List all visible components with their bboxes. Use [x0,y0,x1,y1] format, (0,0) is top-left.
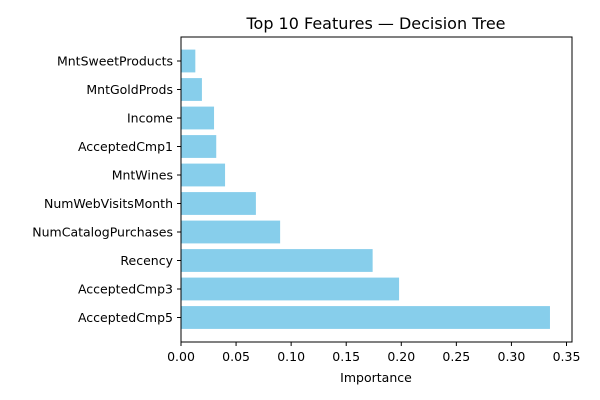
x-tick-label: 0.20 [387,349,415,364]
bar-mntgoldprods [181,78,202,101]
bar-numwebvisitsmonth [181,192,256,215]
bar-mntwines [181,163,226,187]
x-axis-label: Importance [340,370,412,385]
y-tick-label: NumWebVisitsMonth [44,196,173,211]
chart-title: Top 10 Features — Decision Tree [245,14,505,33]
y-axis-ticks: AcceptedCmp5 AcceptedCmp3 Recency NumCatalo… [32,54,181,325]
x-tick-label: 0.30 [498,349,526,364]
x-tick-label: 0.15 [332,349,360,364]
bar-numcatalogpurchases [181,220,281,244]
y-tick-label: MntWines [112,168,173,183]
y-tick-label: MntSweetProducts [57,54,173,69]
y-tick-label: MntGoldProds [86,82,173,97]
bar-acceptedcmp5 [181,306,550,329]
bar-recency [181,249,373,272]
y-tick-label: AcceptedCmp3 [78,282,173,297]
bar-mntsweetproducts [181,49,196,73]
x-axis-ticks: 0.00 0.05 0.10 0.15 0.20 0.25 0.30 0.35 [167,342,580,364]
x-tick-label: 0.25 [442,349,470,364]
bar-income [181,106,215,130]
y-tick-label: Recency [120,253,173,268]
bars-group [181,49,550,329]
x-tick-label: 0.05 [222,349,250,364]
y-tick-label: AcceptedCmp1 [78,139,173,154]
y-tick-label: AcceptedCmp5 [78,310,173,325]
plot-frame [180,36,573,343]
x-tick-label: 0.00 [167,349,195,364]
bar-acceptedcmp1 [181,135,217,158]
x-tick-label: 0.35 [553,349,581,364]
y-tick-label: NumCatalogPurchases [32,225,173,240]
x-tick-label: 0.10 [277,349,305,364]
bar-acceptedcmp3 [181,277,400,301]
y-tick-label: Income [127,111,173,126]
